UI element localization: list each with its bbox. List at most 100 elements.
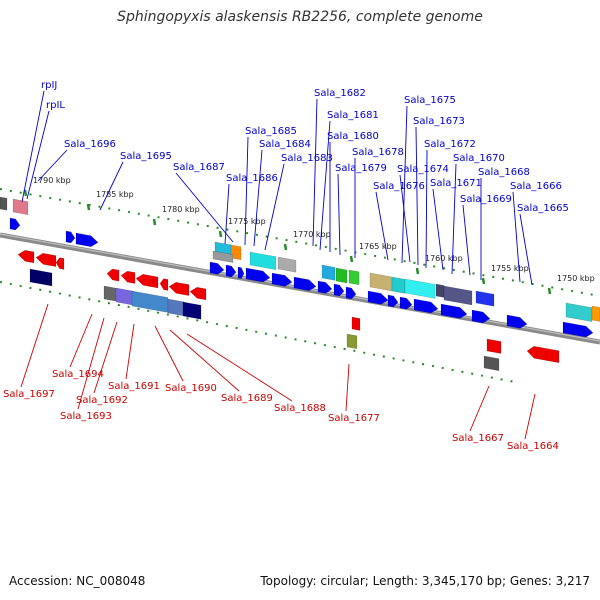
callout-line [375, 191, 389, 261]
gene-block [391, 276, 406, 294]
tick-mark [547, 287, 552, 295]
tick-mark [86, 203, 91, 211]
gene-block [483, 355, 500, 371]
gene-label: Sala_1695 [120, 151, 172, 162]
gene-label: Sala_1696 [64, 139, 116, 150]
gene-label: rpIJ [41, 80, 57, 91]
tick-label: 1770 kbp [293, 230, 331, 239]
callout-line [451, 163, 457, 275]
gene-block [189, 286, 207, 301]
callout-line [337, 173, 341, 256]
tick-label: 1750 kbp [557, 274, 595, 283]
gene-label: Sala_1665 [517, 203, 569, 214]
gene-block [399, 296, 413, 310]
tick-mark [415, 267, 420, 275]
callout-line [462, 204, 471, 276]
gene-block [168, 281, 190, 296]
gene-block [413, 298, 439, 314]
gene-block [348, 269, 360, 286]
ruler-outer [0, 188, 600, 297]
gene-label: Sala_1667 [452, 433, 504, 444]
tick-mark [283, 243, 288, 251]
gene-block [9, 217, 21, 231]
gene-block [443, 285, 473, 306]
gene-label: Sala_1668 [478, 167, 530, 178]
callout-line [186, 333, 293, 402]
callout-line [169, 329, 240, 392]
gene-label: Sala_1676 [373, 181, 425, 192]
gene-block [486, 338, 502, 354]
gene-label: Sala_1674 [397, 164, 449, 175]
gene-block [65, 230, 76, 244]
tick-label: 1765 kbp [359, 242, 397, 251]
gene-label: Sala_1697 [3, 389, 55, 400]
tick-label: 1780 kbp [162, 205, 200, 214]
callout-line [253, 149, 263, 247]
gene-label: Sala_1666 [510, 181, 562, 192]
gene-label: Sala_1693 [60, 411, 112, 422]
gene-block [106, 268, 120, 282]
gene-label: Sala_1681 [327, 110, 379, 121]
gene-label: Sala_1692 [76, 395, 128, 406]
callout-line [244, 136, 249, 246]
gene-label: Sala_1673 [413, 116, 465, 127]
gene-block [277, 256, 297, 273]
gene-block [317, 280, 333, 294]
gene-block [230, 244, 242, 261]
callout-line [20, 303, 49, 388]
callout-line [345, 363, 350, 412]
callout-line [469, 385, 490, 432]
gene-label: Sala_1671 [430, 178, 482, 189]
gene-block [367, 290, 389, 305]
gene-block [345, 286, 357, 300]
gene-label: Sala_1679 [335, 163, 387, 174]
gene-label: Sala_1686 [226, 173, 278, 184]
callout-line [154, 325, 184, 382]
gene-label: Sala_1694 [52, 369, 104, 380]
callout-line [512, 191, 521, 283]
gene-block [212, 250, 234, 263]
gene-label: Sala_1682 [314, 88, 366, 99]
gene-block [440, 303, 468, 319]
gene-block [225, 264, 237, 278]
gene-block [346, 333, 358, 350]
tick-mark [481, 277, 486, 285]
gene-block [404, 278, 436, 299]
tick-label: 1785 kbp [96, 190, 134, 199]
gene-block [271, 272, 293, 287]
tick-label: 1760 kbp [425, 254, 463, 263]
gene-block [369, 272, 393, 292]
gene-block [12, 198, 29, 215]
gene-label: Sala_1670 [453, 153, 505, 164]
gene-label: Sala_1675 [404, 95, 456, 106]
gene-label: rpIL [46, 100, 65, 111]
gene-block [167, 298, 185, 317]
gene-block [471, 309, 491, 324]
map-title: Sphingopyxis alaskensis RB2256, complete… [117, 9, 483, 25]
gene-label: Sala_1684 [259, 139, 311, 150]
gene-block [115, 287, 135, 306]
gene-label: Sala_1688 [274, 403, 326, 414]
callout-line [175, 172, 234, 243]
gene-label: Sala_1689 [221, 393, 273, 404]
gene-block [35, 252, 57, 267]
callout-line [69, 313, 93, 368]
gene-block [29, 268, 53, 287]
callout-line [399, 174, 411, 263]
gene-block [293, 276, 317, 291]
gene-block [321, 264, 336, 281]
gene-block [562, 321, 594, 338]
callout-line [432, 188, 444, 271]
callout-line [415, 126, 419, 266]
gene-block [245, 267, 271, 283]
gene-block [351, 316, 361, 331]
gene-label: Sala_1690 [165, 383, 217, 394]
callout-line [425, 149, 428, 269]
gene-block [565, 302, 593, 322]
gene-block [55, 257, 65, 270]
tick-mark [152, 218, 157, 226]
tick-mark [23, 189, 28, 197]
tick-mark [349, 255, 354, 263]
callout-line [319, 120, 331, 251]
